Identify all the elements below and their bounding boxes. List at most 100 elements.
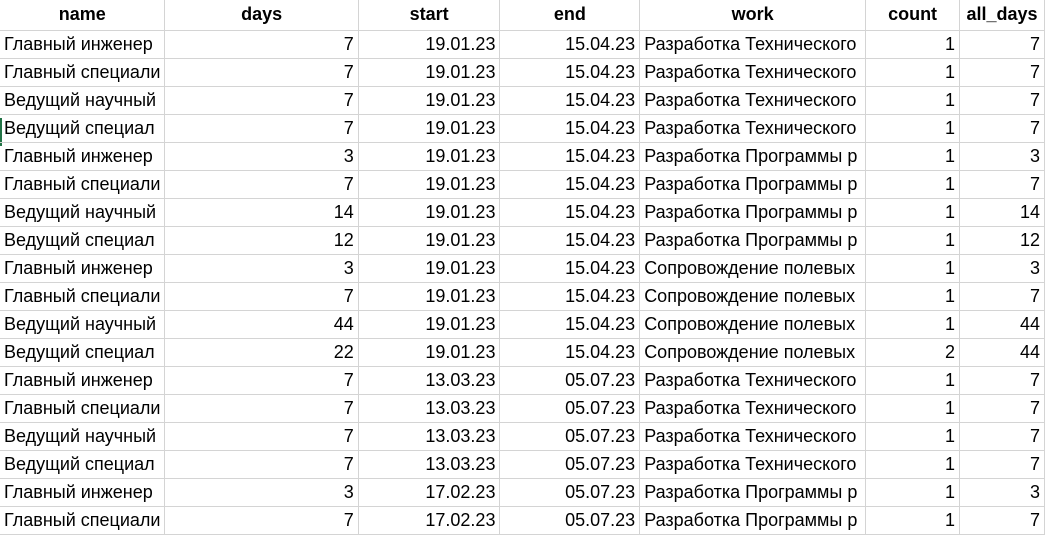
cell-count[interactable]: 1	[865, 366, 960, 395]
cell-all-days[interactable]: 3	[959, 478, 1045, 507]
cell-work[interactable]: Разработка Программы р	[639, 142, 867, 171]
cell-count[interactable]: 1	[865, 198, 960, 227]
cell-days[interactable]: 7	[164, 394, 359, 423]
header-start[interactable]: start	[358, 0, 501, 31]
cell-start[interactable]: 13.03.23	[358, 450, 501, 479]
cell-days[interactable]: 7	[164, 86, 359, 115]
cell-end[interactable]: 15.04.23	[499, 58, 641, 87]
cell-work[interactable]: Разработка Технического	[639, 58, 867, 87]
cell-days[interactable]: 7	[164, 282, 359, 311]
cell-count[interactable]: 1	[865, 86, 960, 115]
cell-count[interactable]: 1	[865, 478, 960, 507]
cell-start[interactable]: 19.01.23	[358, 170, 501, 199]
header-name[interactable]: name	[0, 0, 166, 31]
cell-days[interactable]: 7	[164, 114, 359, 143]
cell-start[interactable]: 19.01.23	[358, 142, 501, 171]
cell-work[interactable]: Разработка Программы р	[639, 478, 867, 507]
cell-days[interactable]: 3	[164, 478, 359, 507]
cell-count[interactable]: 1	[865, 310, 960, 339]
cell-all-days[interactable]: 44	[959, 338, 1045, 367]
cell-end[interactable]: 15.04.23	[499, 86, 641, 115]
cell-count[interactable]: 1	[865, 114, 960, 143]
cell-end[interactable]: 05.07.23	[499, 506, 641, 535]
cell-name[interactable]: Главный специали	[0, 282, 166, 311]
cell-all-days[interactable]: 7	[959, 114, 1045, 143]
cell-end[interactable]: 15.04.23	[499, 310, 641, 339]
cell-start[interactable]: 19.01.23	[358, 198, 501, 227]
cell-name[interactable]: Ведущий специал	[0, 114, 166, 143]
cell-count[interactable]: 1	[865, 254, 960, 283]
cell-work[interactable]: Разработка Технического	[639, 114, 867, 143]
cell-count[interactable]: 1	[865, 394, 960, 423]
cell-count[interactable]: 1	[865, 226, 960, 255]
cell-work[interactable]: Разработка Технического	[639, 366, 867, 395]
cell-work[interactable]: Разработка Технического	[639, 86, 867, 115]
cell-days[interactable]: 3	[164, 254, 359, 283]
cell-end[interactable]: 15.04.23	[499, 142, 641, 171]
cell-start[interactable]: 19.01.23	[358, 86, 501, 115]
cell-all-days[interactable]: 44	[959, 310, 1045, 339]
cell-work[interactable]: Разработка Технического	[639, 30, 867, 59]
cell-end[interactable]: 15.04.23	[499, 254, 641, 283]
cell-start[interactable]: 19.01.23	[358, 254, 501, 283]
cell-end[interactable]: 05.07.23	[499, 478, 641, 507]
header-all-days[interactable]: all_days	[959, 0, 1045, 31]
cell-all-days[interactable]: 7	[959, 86, 1045, 115]
cell-start[interactable]: 19.01.23	[358, 30, 501, 59]
cell-all-days[interactable]: 12	[959, 226, 1045, 255]
cell-count[interactable]: 1	[865, 506, 960, 535]
cell-all-days[interactable]: 7	[959, 506, 1045, 535]
cell-work[interactable]: Сопровождение полевых	[639, 282, 867, 311]
cell-end[interactable]: 05.07.23	[499, 366, 641, 395]
cell-all-days[interactable]: 7	[959, 30, 1045, 59]
cell-name[interactable]: Главный инженер	[0, 30, 166, 59]
cell-all-days[interactable]: 7	[959, 170, 1045, 199]
cell-name[interactable]: Главный инженер	[0, 478, 166, 507]
cell-end[interactable]: 05.07.23	[499, 394, 641, 423]
cell-all-days[interactable]: 3	[959, 142, 1045, 171]
cell-count[interactable]: 1	[865, 58, 960, 87]
cell-end[interactable]: 15.04.23	[499, 170, 641, 199]
cell-name[interactable]: Ведущий специал	[0, 226, 166, 255]
cell-name[interactable]: Главный инженер	[0, 142, 166, 171]
cell-count[interactable]: 1	[865, 422, 960, 451]
cell-start[interactable]: 13.03.23	[358, 366, 501, 395]
header-count[interactable]: count	[865, 0, 960, 31]
cell-work[interactable]: Разработка Технического	[639, 450, 867, 479]
cell-all-days[interactable]: 14	[959, 198, 1045, 227]
cell-name[interactable]: Главный специали	[0, 170, 166, 199]
cell-all-days[interactable]: 7	[959, 366, 1045, 395]
cell-count[interactable]: 1	[865, 450, 960, 479]
cell-work[interactable]: Разработка Программы р	[639, 506, 867, 535]
cell-end[interactable]: 05.07.23	[499, 450, 641, 479]
cell-name[interactable]: Главный инженер	[0, 366, 166, 395]
header-work[interactable]: work	[639, 0, 867, 31]
cell-start[interactable]: 19.01.23	[358, 114, 501, 143]
cell-end[interactable]: 15.04.23	[499, 338, 641, 367]
cell-all-days[interactable]: 7	[959, 450, 1045, 479]
cell-work[interactable]: Разработка Технического	[639, 394, 867, 423]
cell-end[interactable]: 05.07.23	[499, 422, 641, 451]
cell-end[interactable]: 15.04.23	[499, 114, 641, 143]
cell-work[interactable]: Разработка Технического	[639, 422, 867, 451]
cell-name[interactable]: Ведущий специал	[0, 450, 166, 479]
cell-work[interactable]: Разработка Программы р	[639, 198, 867, 227]
cell-work[interactable]: Сопровождение полевых	[639, 338, 867, 367]
cell-days[interactable]: 12	[164, 226, 359, 255]
header-end[interactable]: end	[499, 0, 641, 31]
cell-start[interactable]: 19.01.23	[358, 338, 501, 367]
cell-name[interactable]: Ведущий научный	[0, 310, 166, 339]
cell-all-days[interactable]: 7	[959, 422, 1045, 451]
cell-start[interactable]: 17.02.23	[358, 506, 501, 535]
cell-days[interactable]: 22	[164, 338, 359, 367]
cell-work[interactable]: Сопровождение полевых	[639, 310, 867, 339]
cell-days[interactable]: 7	[164, 422, 359, 451]
cell-start[interactable]: 19.01.23	[358, 310, 501, 339]
cell-start[interactable]: 19.01.23	[358, 58, 501, 87]
cell-start[interactable]: 17.02.23	[358, 478, 501, 507]
cell-work[interactable]: Разработка Программы р	[639, 170, 867, 199]
cell-start[interactable]: 19.01.23	[358, 282, 501, 311]
cell-count[interactable]: 2	[865, 338, 960, 367]
cell-name[interactable]: Ведущий научный	[0, 198, 166, 227]
cell-name[interactable]: Главный специали	[0, 58, 166, 87]
